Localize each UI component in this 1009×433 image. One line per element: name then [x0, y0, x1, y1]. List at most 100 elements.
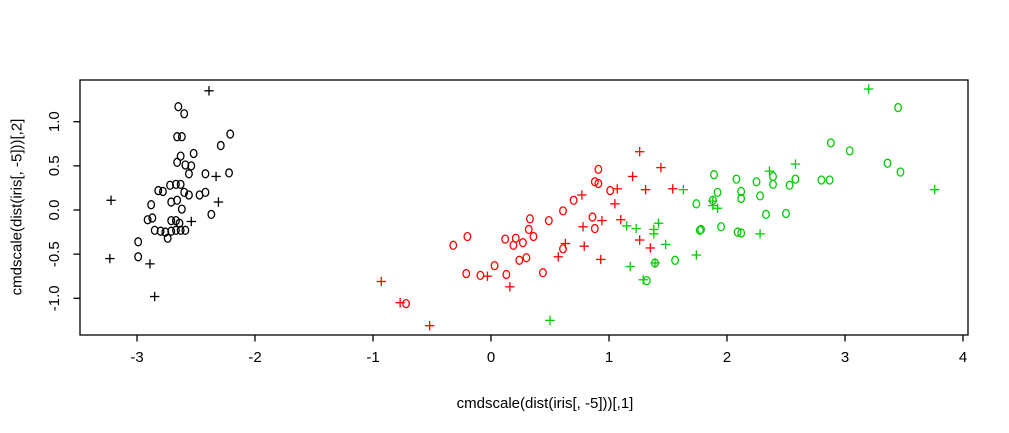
data-point-circle-green — [825, 175, 834, 185]
y-axis-title: cmdscale(dist(iris[, -5]))[,2] — [8, 118, 26, 296]
data-point-plus-black — [106, 195, 116, 205]
x-axis-tick-label: 4 — [959, 349, 967, 366]
data-point-circle-green — [894, 102, 903, 113]
data-point-plus-black — [186, 216, 196, 227]
data-point-circle-green — [845, 146, 854, 156]
data-point-circle-black — [173, 195, 182, 205]
data-point-plus-green — [622, 221, 632, 231]
data-point-circle-black — [184, 169, 193, 179]
data-point-circle-green — [769, 171, 777, 182]
data-point-plus-red — [634, 147, 645, 157]
data-point-circle-red — [594, 178, 603, 189]
x-axis-tick-label: 3 — [841, 349, 849, 366]
data-point-plus-red — [645, 243, 655, 253]
data-point-circle-red — [509, 240, 518, 250]
data-point-circle-red — [524, 224, 533, 235]
data-point-plus-green — [649, 229, 659, 239]
data-point-circle-green — [769, 179, 777, 190]
data-point-plus-green — [653, 218, 664, 228]
data-point-circle-black — [143, 215, 152, 225]
data-point-circle-red — [544, 215, 553, 226]
data-point-circle-black — [159, 186, 167, 197]
data-point-circle-red — [559, 244, 567, 254]
data-point-circle-black — [167, 226, 176, 236]
data-point-circle-green — [695, 225, 704, 235]
data-point-circle-black — [171, 225, 180, 235]
data-point-circle-black — [180, 109, 189, 119]
data-point-circle-black — [147, 200, 156, 210]
data-point-circle-black — [226, 129, 235, 139]
data-point-plus-black — [211, 171, 221, 182]
data-point-circle-red — [590, 223, 599, 234]
data-point-circle-red — [449, 240, 458, 250]
data-point-plus-green — [863, 84, 874, 94]
data-point-plus-red — [579, 241, 589, 251]
data-point-circle-green — [791, 174, 800, 184]
data-point-circle-black — [134, 252, 143, 262]
data-point-circle-red — [501, 234, 510, 244]
data-point-circle-red — [518, 238, 527, 248]
data-point-circle-black — [175, 218, 184, 228]
data-point-circle-red — [502, 269, 511, 280]
data-point-plus-green — [929, 184, 940, 195]
data-point-plus-black — [213, 197, 224, 207]
data-point-plus-red — [616, 215, 626, 225]
data-point-circle-black — [173, 157, 182, 167]
data-point-plus-black — [204, 86, 214, 96]
data-point-circle-red — [402, 298, 410, 309]
data-point-circle-black — [187, 161, 196, 171]
data-point-circle-black — [171, 179, 180, 190]
data-point-circle-black — [176, 179, 185, 190]
data-point-circle-black — [167, 215, 176, 226]
data-point-circle-red — [559, 206, 567, 216]
data-point-circle-black — [177, 204, 186, 214]
data-point-circle-black — [189, 148, 198, 159]
data-point-plus-green — [650, 258, 660, 268]
data-point-plus-red — [424, 320, 435, 331]
data-point-circle-green — [737, 186, 746, 197]
data-point-plus-red — [627, 171, 638, 182]
data-point-plus-green — [691, 250, 702, 260]
data-point-circle-black — [225, 168, 233, 178]
y-axis-tick-label: -1.0 — [46, 285, 63, 311]
data-point-plus-red — [668, 184, 678, 194]
data-point-circle-red — [476, 270, 485, 280]
data-point-circle-green — [896, 167, 905, 177]
data-point-circle-green — [732, 174, 741, 184]
data-point-circle-red — [529, 231, 538, 242]
data-point-circle-red — [538, 268, 547, 278]
data-point-circle-green — [883, 158, 892, 168]
x-axis-tick-label: 1 — [605, 349, 613, 366]
x-axis-tick-label: -2 — [248, 349, 261, 366]
data-point-circle-green — [710, 170, 718, 180]
data-point-circle-black — [156, 226, 165, 236]
x-axis-tick-label: -1 — [366, 349, 379, 366]
data-point-plus-red — [596, 254, 606, 265]
data-point-plus-red — [656, 162, 666, 173]
data-point-plus-red — [610, 199, 620, 209]
data-point-plus-red — [577, 190, 587, 200]
data-point-circle-red — [490, 260, 499, 271]
data-point-circle-red — [525, 214, 534, 224]
data-point-circle-black — [174, 102, 183, 112]
data-point-circle-red — [522, 253, 531, 263]
data-point-circle-green — [756, 191, 764, 201]
data-point-circle-green — [782, 208, 790, 219]
data-point-circle-red — [462, 268, 471, 279]
data-point-plus-green — [625, 261, 635, 272]
data-point-circle-green — [737, 228, 746, 238]
data-point-circle-black — [201, 187, 210, 197]
data-point-plus-black — [105, 253, 115, 264]
data-point-circle-green — [642, 275, 651, 286]
x-axis-tick-label: 2 — [723, 349, 731, 366]
data-point-circle-black — [176, 151, 185, 161]
data-point-circle-green — [817, 175, 826, 185]
data-point-plus-green — [790, 159, 801, 169]
data-point-plus-red — [578, 222, 588, 232]
data-point-circle-black — [184, 190, 193, 200]
y-axis-tick-label: 1.0 — [46, 111, 63, 132]
data-point-circle-black — [173, 132, 182, 142]
data-point-plus-red — [376, 276, 386, 287]
